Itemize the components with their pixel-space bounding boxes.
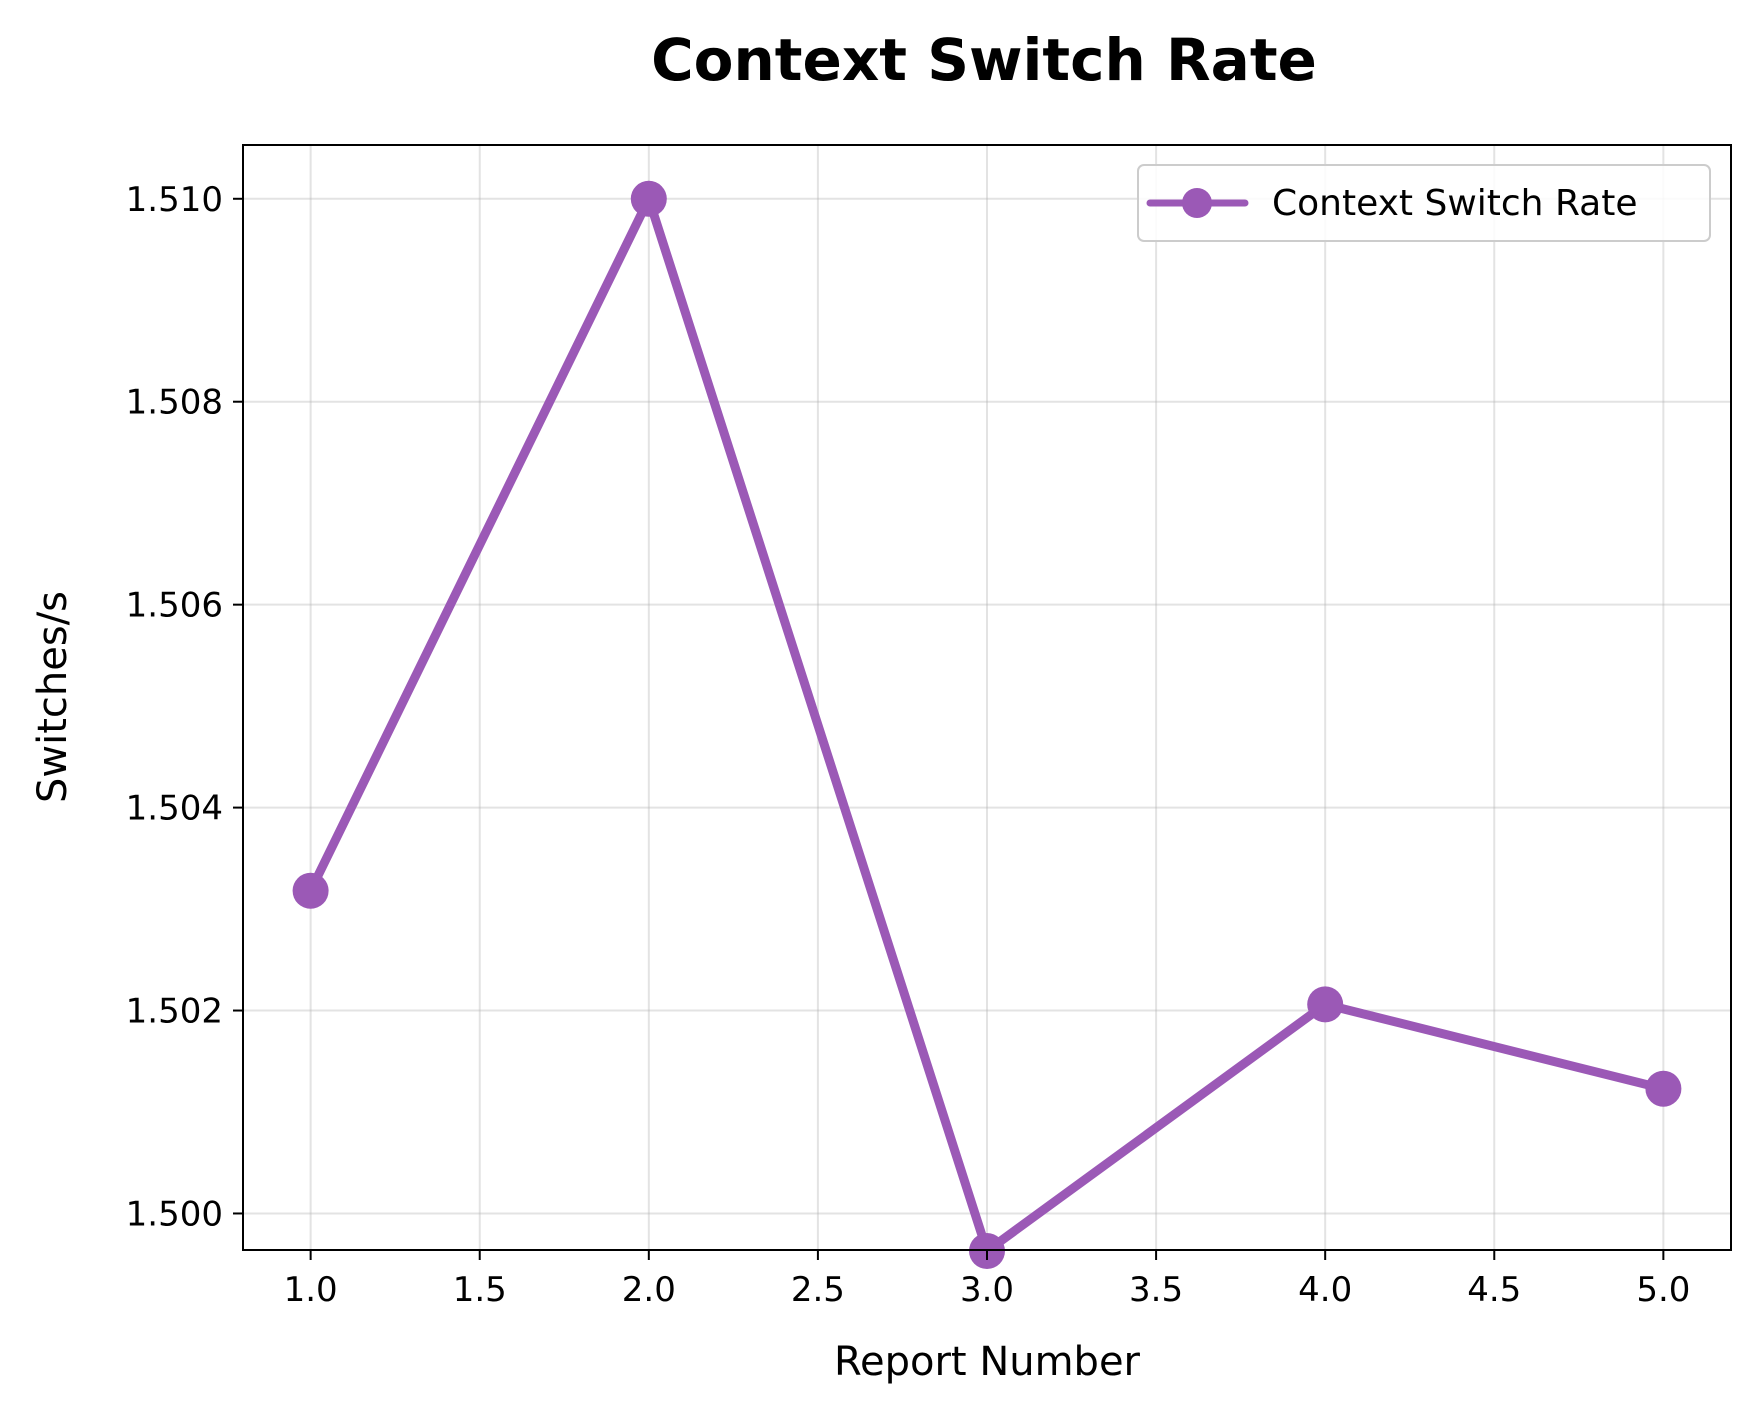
plot-background <box>243 145 1731 1250</box>
plot-area <box>242 144 1732 1269</box>
y-tick-label: 1.502 <box>126 992 223 1032</box>
x-tick-label: 2.5 <box>791 1270 845 1310</box>
data-point <box>1645 1070 1682 1107</box>
y-tick-label: 1.508 <box>126 383 223 423</box>
x-tick-label: 4.5 <box>1467 1270 1521 1310</box>
legend-marker-swatch <box>1182 188 1212 218</box>
data-point <box>292 872 329 909</box>
y-axis-label: Switches/s <box>30 591 76 803</box>
legend-box <box>1137 164 1711 242</box>
y-tick-label: 1.510 <box>126 180 223 220</box>
x-tick-label: 1.5 <box>453 1270 507 1310</box>
data-point <box>1307 986 1344 1023</box>
legend-label: Context Switch Rate <box>1272 183 1637 224</box>
x-tick-label: 3.5 <box>1129 1270 1183 1310</box>
x-tick-label: 5.0 <box>1636 1270 1690 1310</box>
x-tick-label: 4.0 <box>1298 1270 1352 1310</box>
y-tick-label: 1.506 <box>126 586 223 626</box>
grid-lines <box>243 145 1731 1250</box>
y-tick-label: 1.500 <box>126 1194 223 1234</box>
x-tick-label: 3.0 <box>960 1270 1014 1310</box>
x-axis-label: Report Number <box>834 1339 1141 1385</box>
legend: Context Switch Rate <box>1137 164 1711 242</box>
x-tick-label: 1.0 <box>284 1270 338 1310</box>
data-point <box>630 180 667 217</box>
x-tick-label: 2.0 <box>622 1270 676 1310</box>
y-tick-label: 1.504 <box>126 789 223 829</box>
x-axis-ticks: 1.0 1.5 2.0 2.5 3.0 3.5 4.0 4.5 5.0 <box>284 1250 1690 1310</box>
chart-title: Context Switch Rate <box>651 26 1317 94</box>
y-axis-ticks: 1.500 1.502 1.504 1.506 1.508 1.510 <box>126 180 243 1234</box>
